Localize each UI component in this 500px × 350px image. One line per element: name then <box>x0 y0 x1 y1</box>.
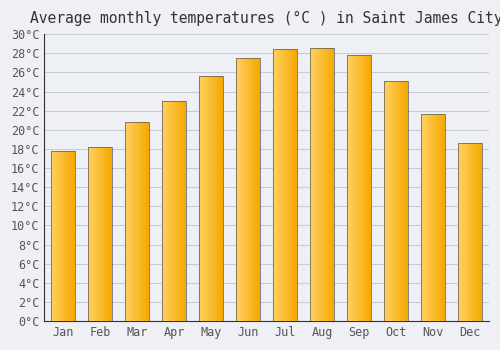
Bar <box>458 143 482 321</box>
Bar <box>125 122 149 321</box>
Bar <box>310 48 334 321</box>
Bar <box>88 147 112 321</box>
Title: Average monthly temperatures (°C ) in Saint James City: Average monthly temperatures (°C ) in Sa… <box>30 11 500 26</box>
Bar <box>422 114 446 321</box>
Bar <box>384 81 408 321</box>
Bar <box>236 58 260 321</box>
Bar <box>273 49 297 321</box>
Bar <box>51 151 75 321</box>
Bar <box>199 76 223 321</box>
Bar <box>347 55 372 321</box>
Bar <box>162 101 186 321</box>
